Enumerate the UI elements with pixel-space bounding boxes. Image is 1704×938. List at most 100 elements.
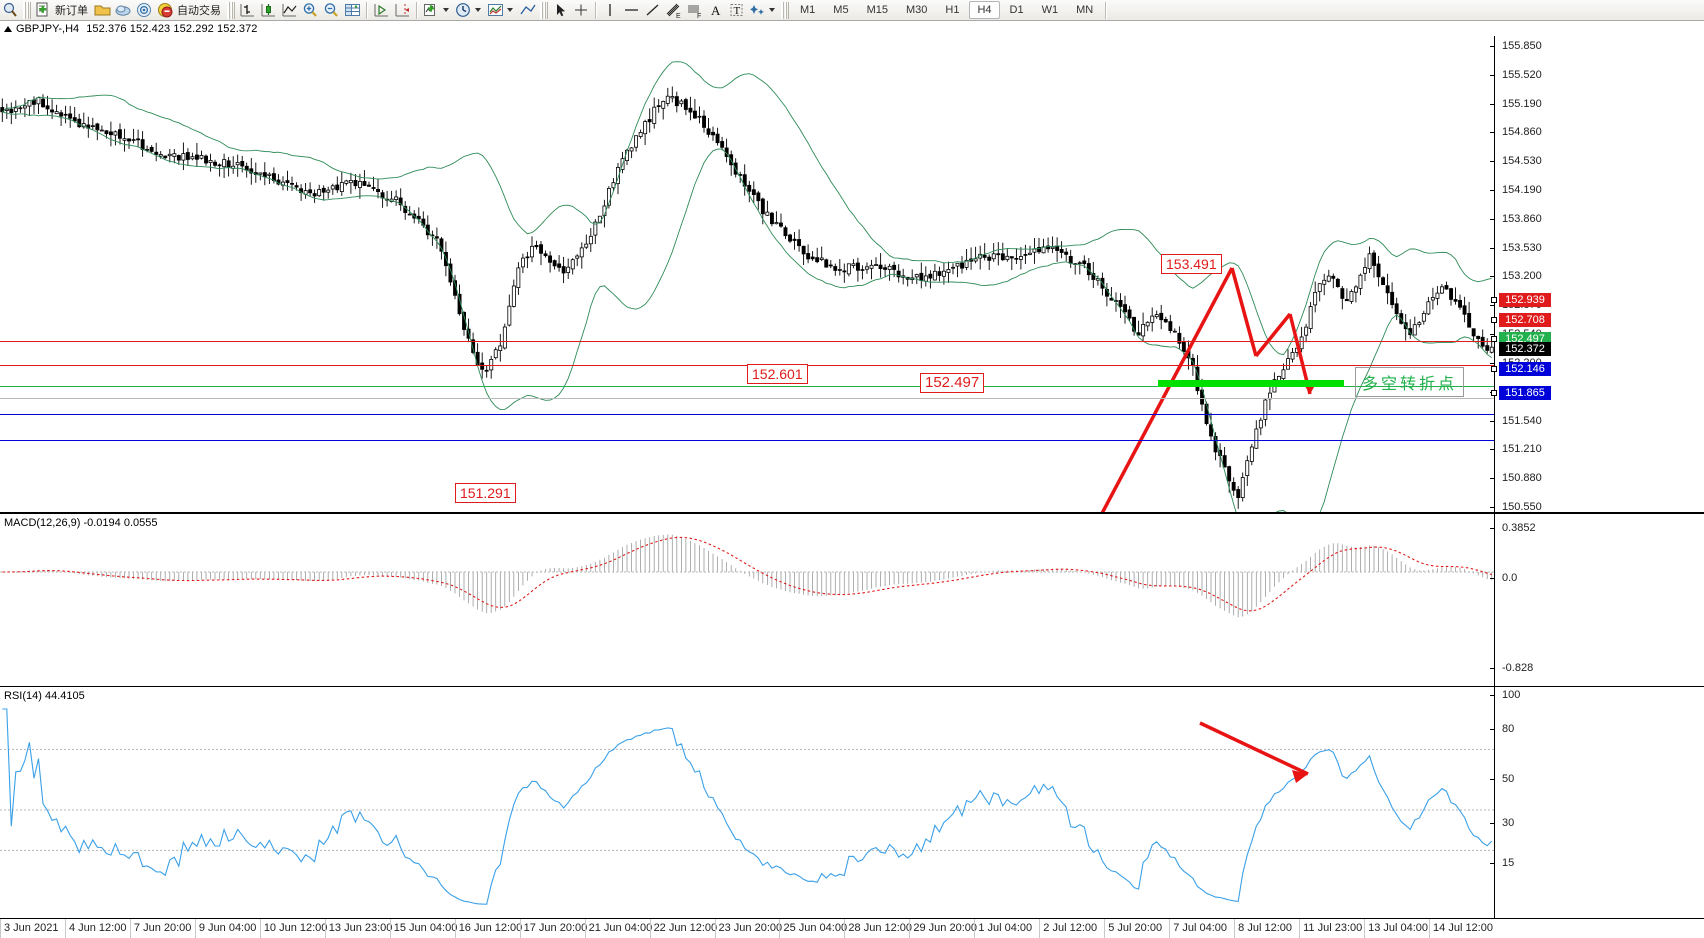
time-tick: 7 Jun 20:00 xyxy=(133,922,192,934)
trendline-icon[interactable] xyxy=(643,1,662,19)
shapes-icon[interactable] xyxy=(748,1,767,19)
signal-icon[interactable] xyxy=(135,1,154,19)
price-plot-area[interactable]: 153.491 152.601 152.497 151.291 150.646 … xyxy=(0,36,1494,512)
vline-icon[interactable] xyxy=(601,1,620,19)
time-tick: 29 Jun 20:00 xyxy=(913,922,978,934)
time-axis[interactable]: 3 Jun 2021 4 Jun 12:00 7 Jun 20:00 9 Jun 04… xyxy=(0,918,1704,938)
toolbar-grip-2[interactable] xyxy=(227,1,235,19)
auto-scroll-icon[interactable] xyxy=(372,1,391,19)
label-153491[interactable]: 153.491 xyxy=(1161,254,1222,274)
pivot-line-152497[interactable] xyxy=(0,386,1494,387)
time-separator xyxy=(584,919,586,938)
folder-icon[interactable] xyxy=(93,1,112,19)
rsi-tick: 15 xyxy=(1490,857,1514,869)
timeframe-m5[interactable]: M5 xyxy=(833,4,849,16)
time-tick: 9 Jun 04:00 xyxy=(198,922,257,934)
price-tag-152146[interactable]: 152.146 xyxy=(1499,362,1551,377)
time-separator xyxy=(259,919,261,938)
support-line-152146[interactable] xyxy=(0,414,1494,415)
price-tag-152939[interactable]: 152.939 xyxy=(1499,293,1551,308)
time-tick: 22 Jun 12:00 xyxy=(653,922,718,934)
fibonacci-icon[interactable]: F xyxy=(685,1,704,19)
price-tick: 150.880 xyxy=(1490,472,1542,484)
line-handle[interactable] xyxy=(1491,297,1497,304)
time-separator xyxy=(1169,919,1171,938)
chevron-down-icon[interactable] xyxy=(443,8,449,12)
timeframe-h1[interactable]: H1 xyxy=(945,4,960,16)
time-separator xyxy=(194,919,196,938)
price-tag-152497[interactable]: 152.497 xyxy=(1499,331,1551,346)
time-separator xyxy=(1429,919,1431,938)
cloud-icon[interactable] xyxy=(114,1,133,19)
turning-point-note[interactable]: 多空转折点 xyxy=(1355,367,1465,397)
period-icon[interactable] xyxy=(454,1,473,19)
price-tag-152372[interactable]: 152.372 xyxy=(1499,342,1551,357)
rsi-plot-area[interactable]: RSI(14) 44.4105 xyxy=(0,687,1494,919)
collapse-triangle-icon[interactable] xyxy=(4,25,12,32)
toolbar-separator-3 xyxy=(595,1,597,19)
line-handle[interactable] xyxy=(1491,335,1497,342)
time-separator xyxy=(779,919,781,938)
zoom-in-icon[interactable] xyxy=(301,1,320,19)
rsi-indicator-pane[interactable]: RSI(14) 44.4105 100 80 50 30 15 xyxy=(0,686,1704,919)
chart-shift-icon[interactable] xyxy=(393,1,412,19)
svg-text:T: T xyxy=(734,5,741,17)
timeframe-m1[interactable]: M1 xyxy=(800,4,816,16)
zoom-out-icon[interactable] xyxy=(322,1,341,19)
timeframe-d1[interactable]: D1 xyxy=(1009,4,1024,16)
indicators-icon[interactable] xyxy=(422,1,441,19)
templates-icon[interactable] xyxy=(486,1,505,19)
line-handle[interactable] xyxy=(1491,317,1497,324)
main-price-chart[interactable]: 153.491 152.601 152.497 151.291 150.646 … xyxy=(0,36,1704,513)
rsi-tick: 50 xyxy=(1490,773,1514,785)
support-line-151865[interactable] xyxy=(0,440,1494,441)
time-separator xyxy=(1364,919,1366,938)
time-separator xyxy=(389,919,391,938)
line-chart-icon[interactable] xyxy=(280,1,299,19)
macd-tick: -0.828 xyxy=(1490,662,1533,674)
resistance-line-152939[interactable] xyxy=(0,341,1494,342)
timeframe-w1[interactable]: W1 xyxy=(1041,4,1059,16)
green-highlight-band[interactable] xyxy=(1158,380,1344,387)
macd-indicator-pane[interactable]: MACD(12,26,9) -0.0194 0.0555 0.3852 0.0 -0… xyxy=(0,513,1704,687)
text-icon[interactable]: A xyxy=(706,1,725,19)
timeframe-m30[interactable]: M30 xyxy=(905,4,928,16)
price-tag-152708[interactable]: 152.708 xyxy=(1499,313,1551,328)
cursor-icon[interactable] xyxy=(551,1,570,19)
macd-svg xyxy=(0,534,1494,618)
price-tag-151865[interactable]: 151.865 xyxy=(1499,386,1551,401)
rsi-axis: 100 80 50 30 15 xyxy=(1490,687,1704,919)
bar-chart-icon[interactable] xyxy=(238,1,257,19)
new-order-label[interactable]: 新订单 xyxy=(55,5,88,17)
time-separator xyxy=(1234,919,1236,938)
label-152497[interactable]: 152.497 xyxy=(920,373,985,393)
toolbar-grip[interactable] xyxy=(23,1,31,19)
toolbar-grip-3[interactable] xyxy=(540,1,548,19)
hline-icon[interactable] xyxy=(622,1,641,19)
chevron-down-icon-4[interactable] xyxy=(769,8,775,12)
price-candles-svg xyxy=(0,61,1494,512)
line-handle[interactable] xyxy=(1491,366,1497,373)
label-icon[interactable]: T xyxy=(727,1,746,19)
chevron-down-icon-2[interactable] xyxy=(475,8,481,12)
toolbar-grip-4[interactable] xyxy=(781,1,789,19)
line-handle[interactable] xyxy=(1491,390,1497,397)
new-order-icon[interactable] xyxy=(34,1,53,19)
label-152601[interactable]: 152.601 xyxy=(747,364,808,384)
label-151291[interactable]: 151.291 xyxy=(455,483,516,503)
magnifier-icon[interactable] xyxy=(1,1,20,19)
crosshair-icon[interactable] xyxy=(572,1,591,19)
macd-plot-area[interactable]: MACD(12,26,9) -0.0194 0.0555 xyxy=(0,514,1494,686)
timeframe-mn[interactable]: MN xyxy=(1076,4,1094,16)
data-window-icon[interactable] xyxy=(343,1,362,19)
candle-chart-icon[interactable] xyxy=(259,1,278,19)
autotrading-icon[interactable] xyxy=(156,1,175,19)
timeframe-m15[interactable]: M15 xyxy=(866,4,888,16)
price-axis[interactable]: 155.850 155.520 155.190 154.860 154.530 154.1… xyxy=(1490,36,1704,513)
timeframe-h4[interactable]: H4 xyxy=(969,1,1000,19)
time-tick: 14 Jul 12:00 xyxy=(1433,922,1493,934)
line-studies-icon[interactable] xyxy=(518,1,537,19)
equidistant-channel-icon[interactable]: E xyxy=(664,1,683,19)
autotrading-label[interactable]: 自动交易 xyxy=(177,5,221,17)
chevron-down-icon-3[interactable] xyxy=(507,8,513,12)
